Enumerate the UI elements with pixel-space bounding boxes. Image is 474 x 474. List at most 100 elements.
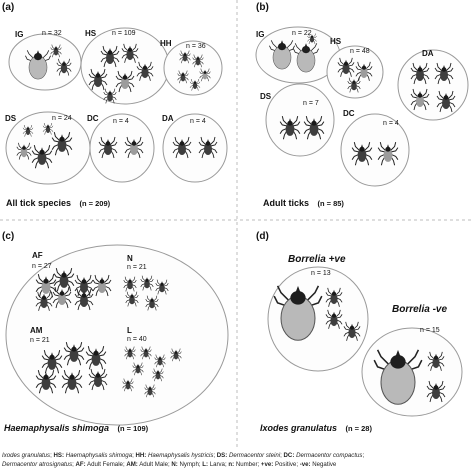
circle-b-da [397, 49, 469, 121]
group-code-hh: HH [160, 39, 172, 48]
engorged-tick-icon [25, 50, 51, 80]
engorged-tick-icon [373, 349, 423, 405]
tick-icon [337, 57, 355, 77]
tick-icon [427, 351, 445, 371]
tick-icon [198, 136, 218, 159]
tick-icon [85, 345, 107, 370]
legend-entry-l: Larva [209, 461, 225, 468]
group-code-b-hs: HS [330, 37, 342, 46]
legend-key-ds: DS: [216, 452, 228, 459]
tick-icon [145, 295, 159, 311]
tick-icon [189, 78, 201, 91]
group-code-dc: DC [87, 114, 99, 123]
tick-icon [140, 275, 154, 291]
circle-a-hs [80, 27, 170, 105]
group-code-b-ig: IG [256, 30, 265, 39]
tick-icon [35, 291, 53, 311]
panel-d-caption-count: (n = 28) [345, 424, 372, 433]
group-count-af: n = 27 [32, 263, 52, 270]
tick-icon [355, 61, 373, 81]
group-code-b-da: DA [422, 49, 434, 58]
tick-icon [31, 144, 53, 169]
group-count-b-ig: n = 22 [292, 30, 312, 37]
legend-entry-ig: Ixodes granulatus [2, 452, 51, 459]
group-code-b-ds: DS [260, 92, 272, 101]
tick-icon [140, 346, 152, 360]
tick-icon [199, 68, 211, 82]
panel-d-caption: Ixodes granulatus (n = 28) [260, 419, 372, 435]
tick-icon [436, 90, 456, 113]
group-count-b-dc: n = 4 [383, 120, 399, 127]
tick-icon [100, 45, 120, 68]
group-code-ig: IG [15, 30, 24, 39]
tick-icon [92, 274, 112, 297]
tick-icon [132, 362, 144, 376]
borrelia-positive-title: Borrelia +ve [288, 254, 346, 265]
legend-entry-n: Nymph [179, 461, 199, 468]
legend-entry-positive: Positive [274, 461, 297, 468]
tick-icon [16, 142, 32, 160]
legend-key-number: n: [228, 461, 235, 468]
group-count-dc: n = 4 [113, 118, 129, 125]
tick-icon [303, 115, 325, 140]
legend-line-2: Dermacentor atrosignatus; AF: Adult Fema… [2, 461, 337, 468]
group-count-b-hs: n = 48 [350, 48, 370, 55]
legend-line-1: Ixodes granulatus; HS: Haemaphysalis shi… [2, 452, 365, 459]
group-count-am: n = 21 [30, 337, 50, 344]
tick-icon [61, 369, 83, 394]
legend-key-hh: HH: [135, 452, 147, 459]
group-count-n: n = 21 [127, 264, 147, 271]
tick-icon [56, 58, 72, 76]
tick-icon [22, 124, 34, 137]
group-count-ds: n = 24 [52, 115, 72, 122]
circle-b-ds [265, 83, 335, 157]
engorged-tick-icon [293, 43, 319, 73]
group-code-am: AM [30, 326, 43, 335]
legend-key-dc: DC: [283, 452, 295, 459]
group-code-ds: DS [5, 114, 17, 123]
legend-key-n: N: [171, 461, 178, 468]
tick-icon [35, 369, 57, 394]
legend-entry-da: Dermacentor atrosignatus [2, 461, 73, 468]
tick-icon [88, 68, 108, 91]
circle-a-ds [5, 111, 91, 185]
tick-icon [41, 349, 63, 374]
legend-key-hs: HS: [53, 452, 65, 459]
circle-b-hs [326, 45, 384, 99]
tick-icon [170, 348, 182, 362]
legend-key-l: L: [202, 461, 208, 468]
panel-d-label: (d) [256, 231, 269, 242]
engorged-tick-icon [269, 40, 295, 70]
group-count-hh: n = 36 [186, 43, 206, 50]
legend-entry-ds: Dermacentor steini [228, 452, 281, 459]
tick-icon [307, 33, 317, 45]
borrelia-negative-count: n = 15 [420, 327, 440, 334]
tick-icon [155, 279, 169, 295]
group-code-hs: HS [85, 29, 97, 38]
panel-c-caption: Haemaphysalis shimoga (n = 109) [4, 419, 148, 435]
figure-legend: Ixodes granulatus; HS: Haemaphysalis shi… [2, 451, 474, 469]
tick-icon [63, 341, 85, 366]
tick-icon [343, 321, 361, 341]
panel-a-caption-count: (n = 209) [79, 199, 111, 208]
tick-icon [377, 141, 399, 166]
circle-c-main [5, 244, 229, 426]
circle-a-hh [163, 40, 223, 96]
group-code-b-dc: DC [343, 109, 355, 118]
tick-icon [74, 288, 94, 311]
tick-icon [325, 309, 343, 329]
panel-b-caption: Adult ticks (n = 85) [263, 194, 344, 210]
tick-icon [35, 273, 57, 298]
panel-b-label: (b) [256, 2, 269, 13]
panel-c-label: (c) [2, 231, 15, 242]
group-code-n: N [127, 254, 133, 263]
group-count-da: n = 4 [190, 118, 206, 125]
legend-key-negative: -ve: [299, 461, 311, 468]
group-count-b-ds: n = 7 [303, 100, 319, 107]
panel-a-caption-text: All tick species [6, 198, 72, 208]
panel-d-caption-text: Ixodes granulatus [260, 423, 338, 433]
legend-entry-number: Number [235, 461, 258, 468]
panel-a-caption: All tick species (n = 209) [6, 194, 110, 210]
tick-icon [172, 136, 192, 159]
tick-icon [192, 54, 204, 68]
